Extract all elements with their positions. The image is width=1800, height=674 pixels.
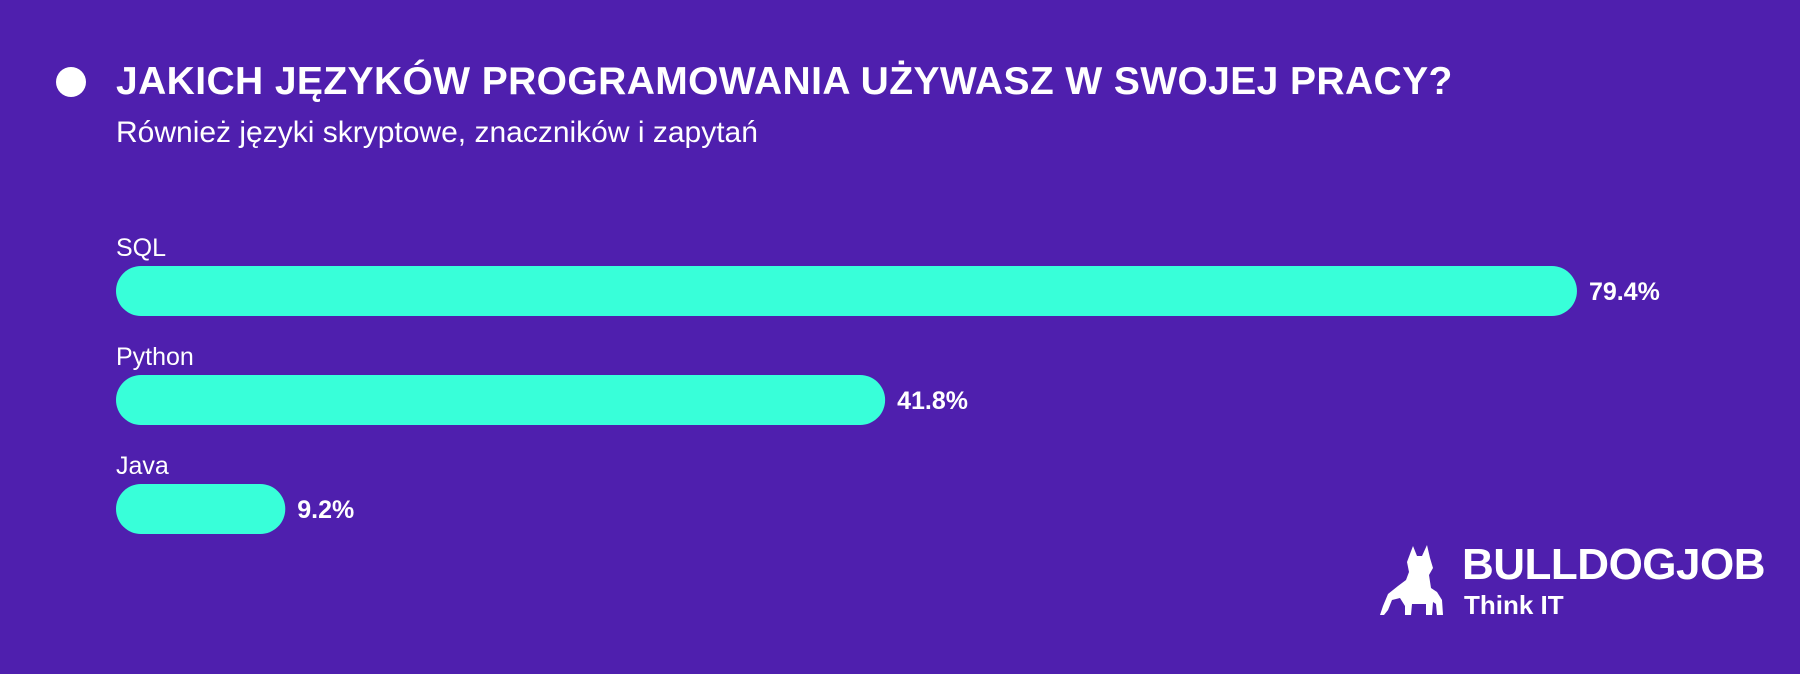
logo-wordmark: BULLDOGJOB: [1462, 540, 1766, 589]
bulldogjob-logo: BULLDOGJOB Think IT: [1376, 540, 1776, 620]
bar-java: [116, 484, 286, 534]
logo-tagline: Think IT: [1464, 590, 1564, 620]
value-label-java: 9.2%: [297, 496, 354, 524]
category-label-sql: SQL: [116, 234, 166, 262]
value-label-python: 41.8%: [897, 387, 968, 415]
bar-python: [116, 375, 886, 425]
category-label-java: Java: [116, 452, 169, 480]
category-label-python: Python: [116, 343, 194, 371]
bar-sql: [116, 266, 1577, 316]
value-label-sql: 79.4%: [1589, 278, 1660, 306]
chart-subtitle: Również języki skryptowe, znaczników i z…: [116, 116, 758, 149]
bulldog-icon: [1380, 545, 1443, 615]
title-bullet-icon: [56, 67, 86, 97]
chart-title: JAKICH JĘZYKÓW PROGRAMOWANIA UŻYWASZ W S…: [116, 60, 1453, 103]
